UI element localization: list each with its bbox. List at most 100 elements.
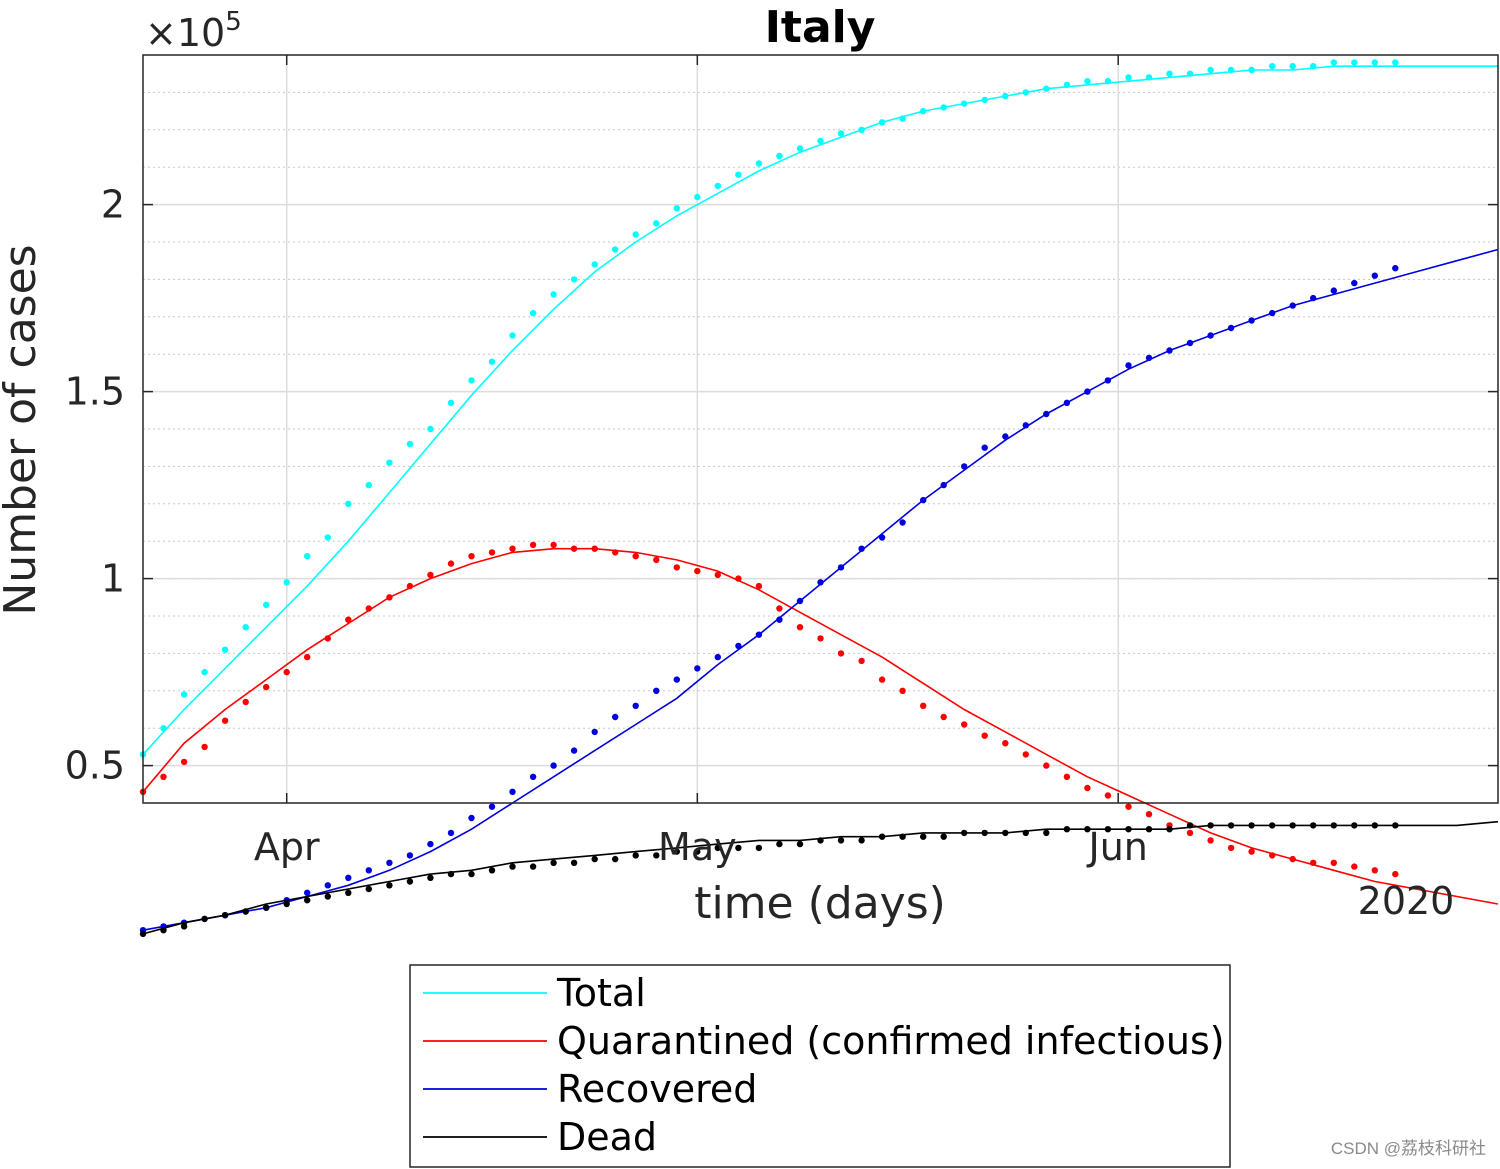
data-point-3: [386, 882, 393, 889]
data-point-3: [447, 870, 455, 878]
data-point-1: [201, 743, 208, 751]
data-point-2: [468, 814, 475, 822]
x-year-label: 2020: [1358, 879, 1455, 923]
data-point-0: [324, 534, 331, 541]
data-point-0: [694, 193, 701, 201]
data-point-1: [755, 582, 763, 590]
data-point-2: [1289, 302, 1296, 309]
data-point-0: [612, 246, 619, 253]
x-axis-label: time (days): [694, 878, 946, 929]
data-point-0: [1125, 74, 1132, 81]
data-point-3: [1145, 826, 1153, 833]
data-point-3: [1043, 829, 1050, 837]
data-point-1: [940, 713, 947, 721]
data-point-2: [673, 676, 680, 683]
legend-label-3: Dead: [557, 1115, 657, 1159]
data-point-2: [1043, 410, 1050, 418]
data-point-3: [755, 844, 763, 852]
data-point-0: [1104, 78, 1112, 85]
y-exponent-base: ×10: [145, 11, 225, 55]
data-point-0: [488, 358, 496, 365]
grid: [143, 55, 1498, 803]
data-point-0: [1269, 62, 1276, 70]
data-point-2: [961, 463, 968, 470]
data-point-0: [160, 725, 167, 732]
data-point-3: [570, 859, 578, 866]
data-point-0: [283, 579, 290, 586]
data-point-2: [1166, 347, 1173, 354]
data-point-0: [1207, 66, 1214, 74]
data-point-0: [981, 96, 988, 104]
data-point-1: [447, 560, 455, 567]
data-point-2: [1248, 317, 1255, 324]
data-point-1: [817, 635, 824, 642]
data-point-2: [1207, 332, 1214, 339]
data-point-0: [406, 440, 414, 448]
data-point-1: [386, 594, 393, 601]
data-point-0: [180, 691, 188, 698]
data-point-2: [735, 642, 742, 650]
data-point-2: [386, 859, 393, 866]
data-point-1: [283, 668, 290, 676]
data-point-2: [981, 444, 988, 451]
data-point-3: [1289, 822, 1296, 829]
data-point-2: [1392, 265, 1399, 272]
data-point-1: [612, 549, 619, 556]
legend-label-2: Recovered: [557, 1067, 757, 1111]
data-point-0: [796, 145, 804, 152]
data-point-2: [817, 579, 824, 586]
data-point-1: [529, 541, 537, 549]
data-point-0: [468, 377, 475, 384]
data-point-0: [427, 425, 434, 433]
data-point-1: [509, 545, 516, 552]
data-point-2: [1186, 339, 1194, 347]
legend-label-1: Quarantined (confirmed infectious): [557, 1019, 1225, 1063]
data-point-0: [1351, 59, 1358, 66]
y-axis-label: Number of cases: [0, 244, 46, 615]
series-layer: [139, 59, 1499, 938]
x-tick-label: May: [658, 825, 737, 869]
data-point-2: [1371, 272, 1379, 279]
data-point-0: [1022, 89, 1029, 96]
data-point-3: [981, 829, 988, 837]
data-point-0: [221, 646, 229, 653]
data-point-0: [673, 205, 680, 212]
data-point-0: [714, 182, 721, 190]
data-point-1: [1207, 837, 1214, 844]
data-point-2: [1063, 399, 1071, 406]
data-point-0: [1145, 74, 1153, 81]
y-tick-label: 2: [101, 183, 125, 227]
data-point-3: [673, 848, 680, 855]
data-point-3: [714, 844, 721, 852]
data-point-3: [529, 863, 537, 870]
series-line-0: [142, 65, 1498, 755]
data-point-1: [653, 556, 660, 564]
data-point-0: [1330, 59, 1338, 66]
data-point-1: [1145, 811, 1153, 818]
data-point-0: [1227, 66, 1235, 74]
data-point-3: [653, 852, 660, 859]
data-point-1: [1186, 829, 1194, 837]
data-point-0: [817, 137, 824, 145]
data-point-0: [242, 624, 249, 631]
data-point-2: [1310, 294, 1317, 302]
data-point-0: [570, 276, 578, 283]
data-point-1: [632, 553, 639, 560]
data-point-0: [653, 220, 660, 227]
data-point-3: [817, 837, 824, 844]
data-point-1: [1104, 792, 1112, 799]
data-point-2: [406, 852, 414, 859]
data-point-1: [263, 683, 270, 691]
data-point-3: [1392, 822, 1399, 829]
data-point-1: [1371, 867, 1379, 874]
data-point-2: [1227, 324, 1235, 332]
data-point-0: [920, 107, 927, 115]
data-point-1: [1248, 848, 1255, 855]
data-point-0: [755, 160, 763, 167]
data-point-3: [242, 908, 249, 915]
data-point-0: [365, 481, 372, 489]
data-point-1: [365, 605, 372, 612]
data-point-2: [509, 788, 516, 795]
data-point-0: [447, 399, 455, 406]
data-point-2: [1125, 362, 1132, 369]
